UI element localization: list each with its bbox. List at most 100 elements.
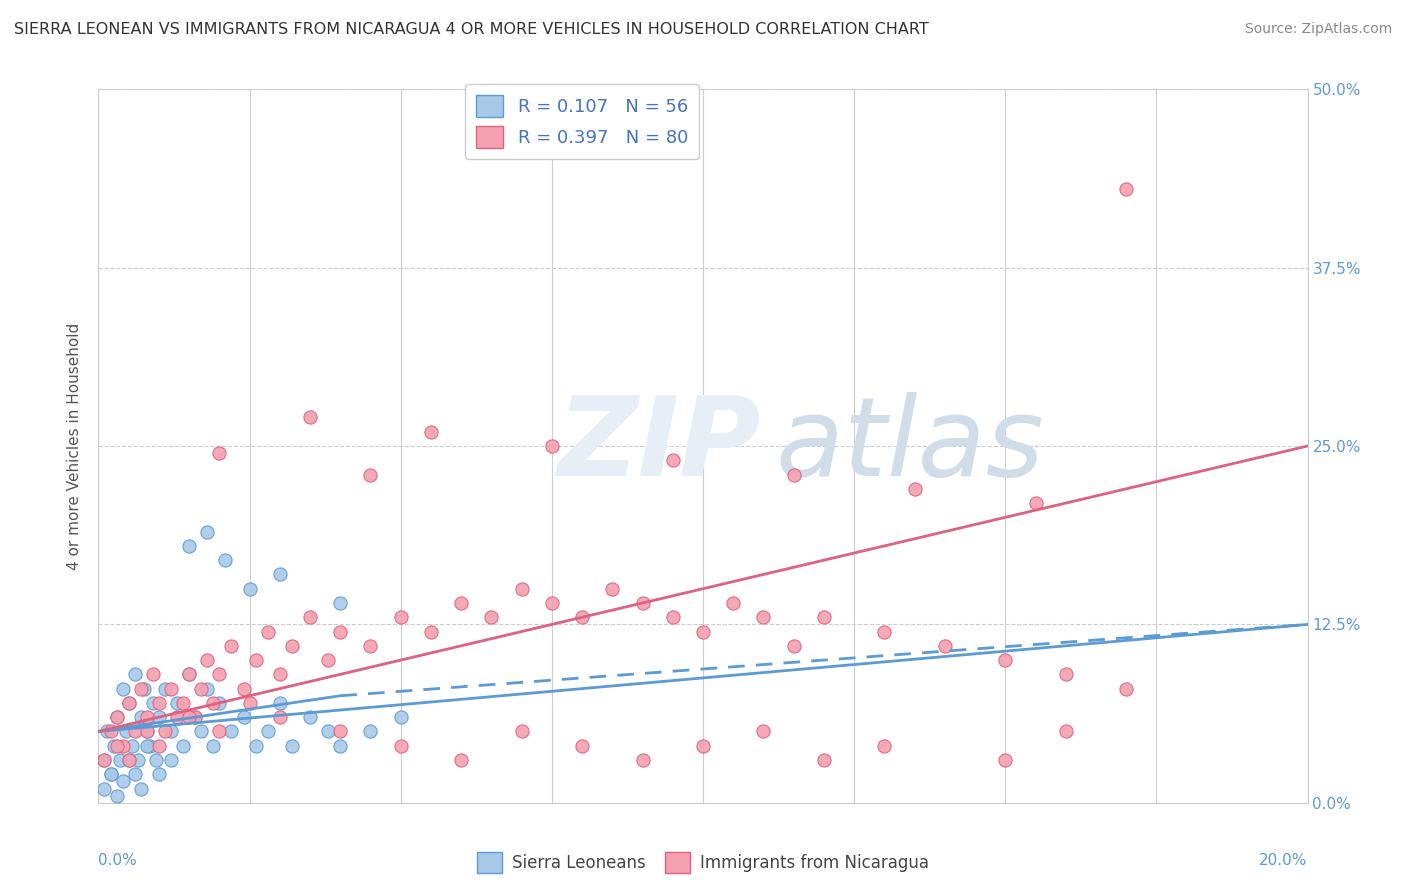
Point [269, 567, 291, 582]
Point [360, 467, 382, 482]
Point [389, 610, 412, 624]
Point [1054, 667, 1077, 681]
Point [148, 767, 170, 781]
Point [160, 753, 183, 767]
Point [142, 696, 165, 710]
Text: atlas: atlas [776, 392, 1045, 500]
Point [135, 739, 157, 753]
Point [96, 724, 118, 739]
Point [160, 724, 183, 739]
Point [994, 653, 1017, 667]
Point [129, 681, 152, 696]
Point [329, 624, 352, 639]
Point [135, 724, 157, 739]
Point [172, 739, 194, 753]
Point [214, 553, 236, 567]
Point [135, 724, 157, 739]
Y-axis label: 4 or more Vehicles in Household: 4 or more Vehicles in Household [67, 322, 83, 570]
Point [108, 753, 131, 767]
Point [360, 724, 382, 739]
Point [420, 624, 443, 639]
Point [752, 724, 775, 739]
Point [420, 425, 443, 439]
Point [540, 439, 562, 453]
Point [100, 767, 122, 781]
Point [269, 696, 291, 710]
Point [111, 681, 134, 696]
Point [510, 724, 533, 739]
Point [184, 710, 207, 724]
Point [195, 524, 218, 539]
Point [481, 610, 503, 624]
Point [329, 739, 352, 753]
Point [661, 610, 683, 624]
Point [118, 696, 141, 710]
Point [232, 681, 254, 696]
Point [1115, 681, 1137, 696]
Point [142, 667, 165, 681]
Point [145, 753, 167, 767]
Point [148, 696, 170, 710]
Point [281, 639, 304, 653]
Point [166, 696, 188, 710]
Point [299, 610, 322, 624]
Point [1115, 182, 1137, 196]
Text: ZIP: ZIP [558, 392, 762, 500]
Point [93, 753, 115, 767]
Point [904, 482, 927, 496]
Point [179, 667, 201, 681]
Point [100, 724, 122, 739]
Point [124, 767, 146, 781]
Point [127, 753, 149, 767]
Point [195, 681, 218, 696]
Point [723, 596, 745, 610]
Point [299, 710, 322, 724]
Point [129, 710, 152, 724]
Point [103, 739, 125, 753]
Point [510, 582, 533, 596]
Point [783, 467, 806, 482]
Point [105, 710, 128, 724]
Point [93, 781, 115, 796]
Point [139, 739, 162, 753]
Point [571, 610, 593, 624]
Point [232, 710, 254, 724]
Point [179, 539, 201, 553]
Point [813, 753, 835, 767]
Point [160, 681, 183, 696]
Point [329, 596, 352, 610]
Point [692, 739, 714, 753]
Point [994, 753, 1017, 767]
Point [93, 753, 115, 767]
Point [245, 653, 267, 667]
Point [114, 724, 136, 739]
Point [208, 696, 231, 710]
Point [450, 753, 472, 767]
Point [540, 596, 562, 610]
Point [389, 739, 412, 753]
Point [105, 789, 128, 803]
Text: SIERRA LEONEAN VS IMMIGRANTS FROM NICARAGUA 4 OR MORE VEHICLES IN HOUSEHOLD CORR: SIERRA LEONEAN VS IMMIGRANTS FROM NICARA… [14, 22, 929, 37]
Point [118, 753, 141, 767]
Point [1054, 724, 1077, 739]
Point [166, 710, 188, 724]
Legend: Sierra Leoneans, Immigrants from Nicaragua: Sierra Leoneans, Immigrants from Nicarag… [470, 846, 936, 880]
Point [129, 781, 152, 796]
Point [111, 739, 134, 753]
Point [256, 624, 278, 639]
Point [179, 710, 201, 724]
Point [281, 739, 304, 753]
Point [316, 653, 339, 667]
Point [934, 639, 956, 653]
Point [783, 639, 806, 653]
Point [121, 739, 143, 753]
Point [661, 453, 683, 467]
Point [208, 446, 231, 460]
Point [269, 667, 291, 681]
Point [221, 639, 243, 653]
Point [692, 624, 714, 639]
Point [172, 696, 194, 710]
Point [118, 753, 141, 767]
Point [190, 724, 212, 739]
Point [631, 596, 654, 610]
